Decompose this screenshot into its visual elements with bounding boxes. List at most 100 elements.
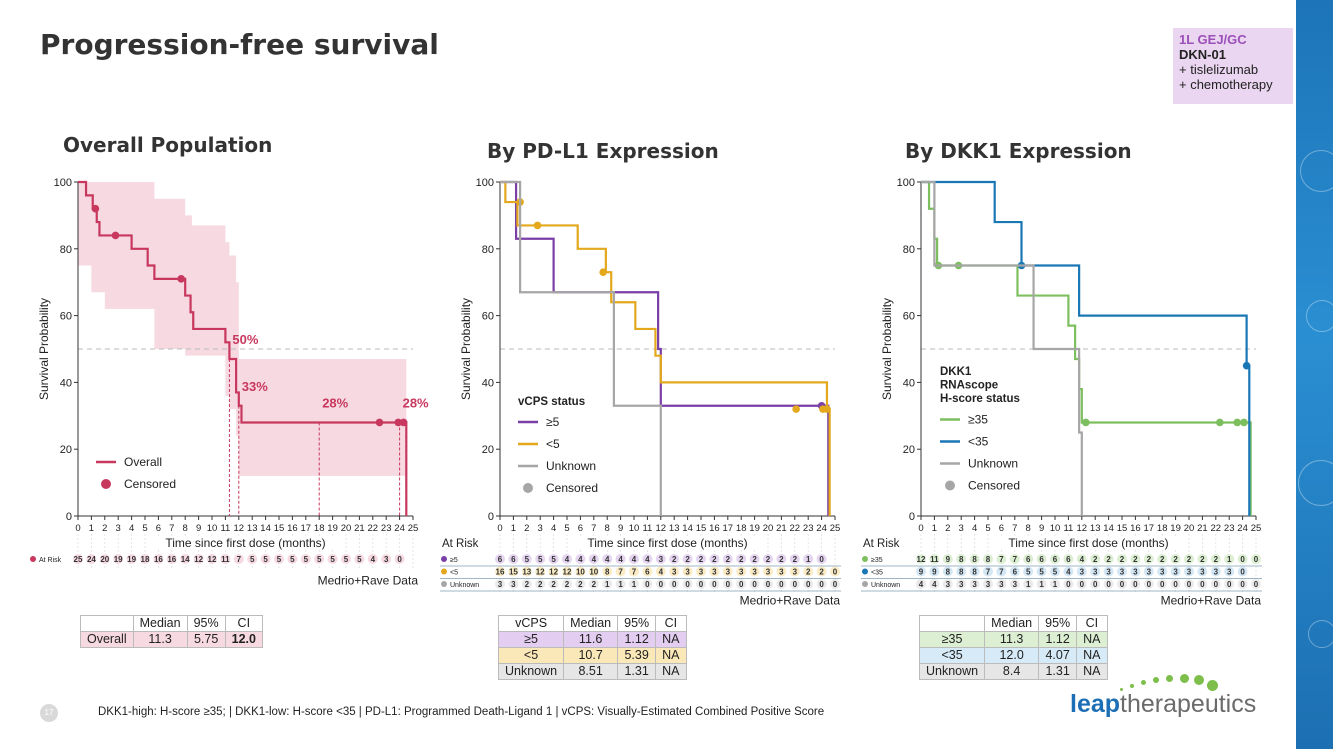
at-risk-value: 11 (221, 555, 230, 564)
at-risk-row-label: <35 (871, 570, 883, 577)
at-risk-value: 0 (1080, 580, 1085, 589)
at-risk-value: 3 (946, 580, 951, 589)
at-risk-cell-bg (575, 566, 586, 577)
at-risk-cell-bg (274, 554, 284, 564)
stats-table-dkk1: Median 95% CI ≥35 11.3 1.12 NA <35 12.0 4.07 NA Unk… (918, 615, 1108, 680)
at-risk-cell-bg (969, 554, 980, 564)
x-tick-label: 12 (656, 523, 667, 534)
stats-header-cell: 95% (1038, 615, 1078, 632)
y-tick-label: 40 (482, 377, 494, 389)
x-tick-label: 23 (1224, 523, 1235, 534)
at-risk-value: 6 (511, 555, 516, 564)
at-risk-label: At Risk (863, 538, 900, 550)
at-risk-value: 8 (959, 555, 964, 564)
at-risk-value: 3 (1147, 568, 1152, 577)
x-label-bg (150, 536, 341, 550)
at-risk-value: 2 (1133, 555, 1138, 564)
x-tick-label: 17 (1144, 523, 1155, 534)
at-risk-cell-bg (535, 554, 546, 564)
at-risk-value: 3 (779, 568, 784, 577)
at-risk-value: 3 (1106, 568, 1111, 577)
at-risk-row-label: ≥35 (871, 557, 883, 564)
stats-cell: NA (1076, 647, 1108, 664)
at-risk-value: 7 (618, 568, 623, 577)
at-risk-value: 4 (919, 580, 924, 589)
at-risk-cell-bg (749, 566, 760, 577)
stats-cell: Unknown (497, 663, 565, 680)
at-risk-cell-bg (916, 554, 926, 564)
at-risk-cell-bg (736, 579, 747, 589)
at-risk-row-label: Unknown (871, 582, 900, 589)
at-risk-cell-bg (535, 579, 546, 589)
at-risk-cell-bg (956, 554, 967, 564)
at-risk-cell-bg (126, 554, 137, 564)
at-risk-value: 8 (972, 568, 977, 577)
x-tick-label: 7 (591, 523, 596, 534)
stats-table-overall: Median 95% CI Overall 11.3 5.75 12.0 (80, 615, 263, 648)
legend-censor-swatch (523, 483, 533, 493)
at-risk-value: 5 (1026, 568, 1031, 577)
censor-mark (91, 204, 100, 213)
x-tick-label: 14 (1103, 523, 1114, 534)
x-tick-label: 14 (260, 523, 271, 534)
at-risk-cell-bg (615, 554, 626, 564)
at-risk-cell-bg (929, 579, 940, 589)
stats-row: <35 12.0 4.07 NA (918, 647, 1108, 664)
at-risk-cell-bg (776, 554, 787, 564)
at-risk-cell-bg (535, 566, 546, 577)
x-tick-label: 4 (129, 523, 134, 534)
at-risk-cell-bg (508, 579, 519, 589)
at-risk-cell-bg (73, 554, 83, 564)
at-risk-value: 0 (672, 580, 677, 589)
at-risk-value: 0 (685, 580, 690, 589)
x-tick-label: 20 (1184, 523, 1195, 534)
at-risk-dot (441, 568, 447, 575)
at-risk-cell-bg (1063, 554, 1074, 564)
at-risk-cell-bg (736, 566, 747, 577)
at-risk-row-label: <5 (450, 570, 458, 577)
censor-mark (823, 405, 831, 413)
at-risk-value: 0 (766, 580, 771, 589)
at-risk-value: 5 (1039, 568, 1044, 577)
at-risk-value: 12 (917, 555, 926, 564)
at-risk-cell-bg (1184, 579, 1194, 589)
at-risk-value: 7 (986, 568, 991, 577)
at-risk-cell-bg (629, 554, 639, 564)
at-risk-value: 0 (1160, 580, 1165, 589)
at-risk-cell-bg (615, 566, 626, 577)
at-risk-value: 0 (712, 580, 717, 589)
stats-cell: 1.31 (617, 663, 657, 680)
legend-label: Censored (546, 481, 598, 495)
x-tick-label: 4 (972, 523, 977, 534)
at-risk-cell-bg (381, 554, 392, 564)
at-risk-value: 3 (384, 555, 389, 564)
at-risk-value: 5 (330, 555, 335, 564)
x-tick-label: 15 (274, 523, 285, 534)
x-tick-label: 18 (1157, 523, 1168, 534)
at-risk-cell-bg (1050, 579, 1060, 589)
at-risk-value: 7 (237, 555, 242, 564)
at-risk-cell-bg (916, 566, 926, 577)
at-risk-cell-bg (495, 554, 505, 564)
y-tick-label: 0 (909, 511, 915, 523)
footer-note: DKK1-high: H-score ≥35; | DKK1-low: H-sc… (98, 706, 825, 718)
x-tick-label: 13 (247, 523, 258, 534)
at-risk-cell-bg (1143, 566, 1154, 577)
at-risk-value: 12 (536, 568, 545, 577)
x-tick-label: 11 (642, 523, 652, 534)
stats-cell: ≥5 (497, 631, 565, 648)
stats-header-cell: Median (984, 615, 1040, 632)
at-risk-cell-bg (1170, 579, 1181, 589)
at-risk-cell-bg (763, 566, 773, 577)
y-tick-label: 100 (54, 177, 72, 189)
at-risk-value: 6 (498, 555, 503, 564)
at-risk-value: 3 (726, 568, 731, 577)
censor-mark (1240, 418, 1248, 427)
at-risk-cell-bg (816, 579, 827, 589)
at-risk-cell-bg (816, 554, 827, 564)
at-risk-value: 0 (1254, 555, 1259, 564)
at-risk-value: 2 (685, 555, 690, 564)
censor-mark (177, 275, 185, 283)
at-risk-value: 0 (645, 580, 650, 589)
at-risk-value: 3 (1133, 568, 1138, 577)
